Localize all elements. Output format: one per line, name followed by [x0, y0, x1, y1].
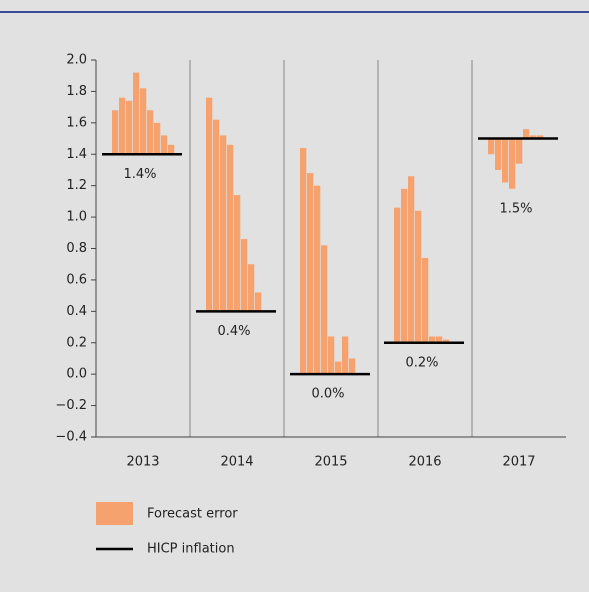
forecast-error-bar — [307, 173, 314, 375]
forecast-error-bar — [523, 129, 530, 139]
inflation-label: 1.4% — [123, 167, 156, 182]
forecast-error-bar — [429, 336, 436, 343]
legend-label: Forecast error — [147, 507, 238, 522]
forecast-error-bar — [502, 138, 509, 183]
forecast-error-bar — [328, 336, 335, 375]
y-tick-label: −0.2 — [55, 398, 87, 413]
forecast-error-bar — [248, 264, 255, 312]
y-tick-label: 1.0 — [66, 210, 87, 225]
forecast-error-bar — [488, 138, 495, 155]
forecast-error-bar — [140, 88, 147, 155]
forecast-error-bar — [206, 97, 213, 312]
forecast-error-bar — [119, 97, 126, 155]
forecast-error-bar — [220, 135, 227, 312]
y-tick-label: 0.4 — [66, 304, 87, 319]
forecast-error-bar — [422, 257, 429, 343]
forecast-error-bar — [147, 110, 154, 155]
y-tick-label: 2.0 — [66, 53, 87, 68]
forecast-error-bar — [168, 144, 175, 155]
y-tick-label: 1.8 — [66, 84, 87, 99]
forecast-error-bar — [335, 361, 342, 375]
y-tick-label: 0.8 — [66, 241, 87, 256]
y-tick-label: −0.4 — [55, 430, 87, 445]
forecast-error-bar — [495, 138, 502, 170]
forecast-error-bar — [133, 72, 140, 155]
x-tick-label: 2016 — [408, 455, 441, 470]
forecast-error-bar — [436, 336, 443, 343]
forecast-error-bar — [349, 358, 356, 375]
legend-label: HICP inflation — [147, 542, 235, 557]
forecast-error-bar — [227, 144, 234, 312]
forecast-error-bar — [255, 292, 262, 312]
forecast-error-bar — [300, 147, 307, 375]
forecast-error-bar — [126, 100, 133, 155]
y-tick-label: 0.2 — [66, 335, 87, 350]
forecast-error-bar — [213, 119, 220, 312]
y-tick-label: 1.4 — [66, 147, 87, 162]
forecast-error-bar — [516, 138, 523, 164]
forecast-error-bar — [408, 176, 415, 343]
forecast-error-bar — [314, 185, 321, 375]
inflation-label: 1.5% — [499, 201, 532, 216]
forecast-error-bar — [401, 188, 408, 343]
forecast-error-bar — [154, 122, 161, 155]
inflation-label: 0.0% — [311, 387, 344, 402]
forecast-error-bar — [530, 135, 537, 139]
forecast-error-bar — [161, 135, 168, 155]
forecast-error-bar — [415, 210, 422, 343]
forecast-error-bar — [321, 245, 328, 375]
inflation-label: 0.2% — [405, 355, 438, 370]
forecast-error-bar — [234, 195, 241, 312]
y-tick-label: 1.6 — [66, 115, 87, 130]
x-tick-label: 2015 — [314, 455, 347, 470]
y-tick-label: 1.2 — [66, 178, 87, 193]
forecast-error-bar — [443, 339, 450, 343]
x-tick-label: 2014 — [220, 455, 253, 470]
y-tick-label: 0.0 — [66, 367, 87, 382]
inflation-label: 0.4% — [217, 324, 250, 339]
forecast-error-bar — [342, 336, 349, 375]
forecast-error-bar — [112, 110, 119, 155]
y-tick-label: 0.6 — [66, 272, 87, 287]
x-tick-label: 2017 — [502, 455, 535, 470]
forecast-error-bar — [509, 138, 516, 189]
forecast-error-bar — [537, 135, 544, 139]
legend-swatch — [96, 502, 133, 525]
x-tick-label: 2013 — [126, 455, 159, 470]
forecast-error-bar — [241, 239, 248, 312]
forecast-error-bar — [394, 207, 401, 343]
